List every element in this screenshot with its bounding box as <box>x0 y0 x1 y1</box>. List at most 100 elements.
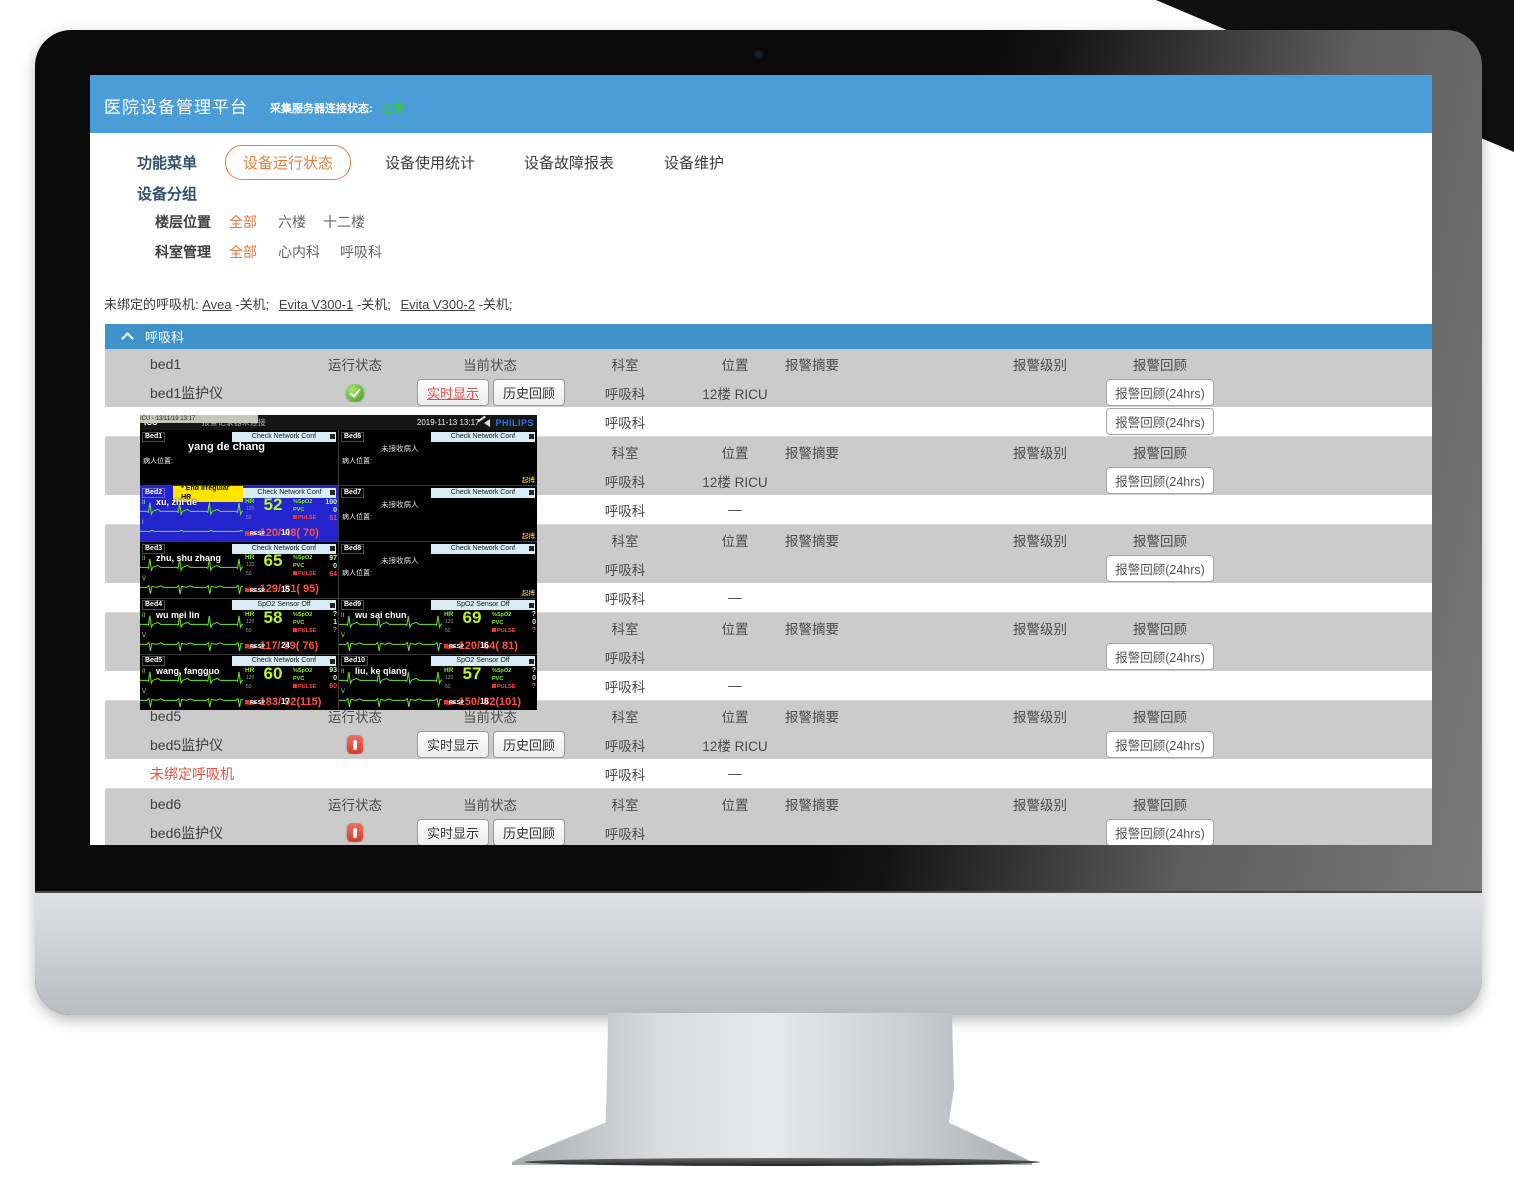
dropdown-icon <box>329 546 335 552</box>
filter-dept-respiratory[interactable]: 呼吸科 <box>340 244 382 260</box>
unbound-link-evita1[interactable]: Evita V300-1 <box>278 297 354 312</box>
pacing-label: 起搏 <box>522 533 535 541</box>
tile-header-button[interactable]: SpO2 Sensor Off <box>431 600 535 611</box>
location-cell: — <box>728 590 742 605</box>
alarm-review-button[interactable]: 报警回顾(24hrs) <box>1106 643 1214 670</box>
pacing-label: 起搏 <box>522 589 535 597</box>
table-row: bed5监护仪 实时显示 历史回顾 呼吸科 12楼 RICU 报警回顾(24hrs) <box>105 730 1432 759</box>
history-review-button[interactable]: 历史回顾 <box>493 379 565 406</box>
tile-header-button[interactable]: Check Network Conf <box>431 543 535 554</box>
bed-label: Bed5 <box>142 656 166 667</box>
hr-label: HR <box>245 610 255 618</box>
alarm-review-button[interactable]: 报警回顾(24hrs) <box>1106 555 1214 582</box>
mini-vitals: %SpO2 97 PVC 0 PULSE 64 <box>293 554 337 578</box>
vitals-panel: HR 120 50 57 %SpO2? PVC 0 PULSE? NBP 150/ 82(101)… <box>442 663 537 710</box>
stopped-status-icon <box>347 823 363 842</box>
tile-header-button[interactable]: Check Network Conf <box>232 543 336 554</box>
location-cell: — <box>728 766 742 781</box>
alarm-review-button[interactable]: 报警回顾(24hrs) <box>1106 379 1214 406</box>
device-name-cell: bed1监护仪 <box>150 384 224 401</box>
lead-label: V <box>142 688 147 695</box>
table-row: bed1监护仪 实时显示 历史回顾 呼吸科 12楼 RICU 报警回顾(24hrs) <box>105 378 1432 407</box>
device-name-cell: bed6监护仪 <box>150 824 224 841</box>
alarm-review-button[interactable]: 报警回顾(24hrs) <box>1106 408 1214 435</box>
pvc-label: PVC <box>492 675 504 682</box>
live-view-button[interactable]: 实时显示 <box>417 819 490 845</box>
ecg-waveform <box>140 584 243 595</box>
alarm-review-cell: 报警回顾(24hrs) <box>1095 643 1225 670</box>
alarm-icon <box>245 700 249 704</box>
pvc-row: PVC 0 <box>293 675 337 683</box>
unbound-link-evita2[interactable]: Evita V300-2 <box>400 297 475 312</box>
ecg-waveform <box>140 530 243 533</box>
nbp-label: NBP <box>444 644 456 651</box>
tile-header-button[interactable]: SpO2 Sensor Off <box>232 600 336 611</box>
monitor-tile-bed3: Bed3 Check Network Conf zhu, shu zhang II V H… <box>140 542 338 598</box>
resp-label: RESP <box>250 643 265 650</box>
column-label-review: 报警回顾 <box>1133 621 1187 637</box>
tile-header: Bed7 Check Network Conf <box>339 486 537 498</box>
tile-header-button[interactable]: Check Network Conf <box>431 431 535 442</box>
tab-device-maintenance[interactable]: 设备维护 <box>664 155 725 172</box>
resp-row: RESP 15 <box>245 579 290 597</box>
tile-header-button[interactable]: SpO2 Sensor Off <box>431 656 535 667</box>
filter-dept-all[interactable]: 全部 <box>229 244 257 260</box>
pvc-row: PVC 0 <box>293 506 337 514</box>
alarm-review-button[interactable]: 报警回顾(24hrs) <box>1106 819 1214 845</box>
nbp-row: NBP 120/ 48( 70) <box>245 523 338 541</box>
filter-floor-6[interactable]: 六楼 <box>278 214 306 230</box>
column-label-current: 当前状态 <box>463 709 517 725</box>
dropdown-icon <box>528 434 534 439</box>
resp-label: RESP <box>250 587 265 594</box>
filter-floor-12[interactable]: 十二楼 <box>323 214 365 230</box>
column-label-dept: 科室 <box>611 357 639 373</box>
section-header-respiratory[interactable]: 呼吸科 <box>105 324 1432 349</box>
alarm-review-button[interactable]: 报警回顾(24hrs) <box>1106 731 1214 758</box>
column-label-run: 运行状态 <box>328 357 382 373</box>
patient-name: yang de chang <box>188 441 266 453</box>
column-label-loc: 位置 <box>721 445 749 461</box>
column-label-run: 运行状态 <box>328 797 382 813</box>
tab-device-usage-stats[interactable]: 设备使用统计 <box>385 155 476 172</box>
column-label-level: 报警级别 <box>1013 533 1067 549</box>
tile-header-button[interactable]: Check Network Conf <box>431 487 535 498</box>
nbp-value: 183/ 92(115) <box>259 695 322 708</box>
spo2-row: %SpO2? <box>492 667 536 675</box>
alarm-review-button[interactable]: 报警回顾(24hrs) <box>1106 467 1214 494</box>
resp-value: 10 <box>280 528 290 538</box>
stopped-status-icon <box>347 735 363 754</box>
tab-device-fault-report[interactable]: 设备故障报表 <box>524 155 615 172</box>
resp-label: RESP <box>250 531 265 538</box>
resp-row: RESP 17 <box>245 691 290 709</box>
monitor-tile-bed4: Bed4 SpO2 Sensor Off wu mei lin II V HR 120 50 5… <box>140 598 338 654</box>
tile-header-button[interactable]: Check Network Conf <box>232 656 336 667</box>
tile-header-button[interactable]: Check Network Conf <box>243 487 336 498</box>
nbp-row: NBP 150/ 82(101) <box>444 692 537 710</box>
hr-label: HR <box>444 666 454 674</box>
column-label-summary: 报警摘要 <box>785 797 839 813</box>
device-actions-cell: 实时显示 历史回顾 <box>415 731 565 758</box>
hr-alarm-low: 50 <box>246 571 252 578</box>
pulse-label: PULSE <box>293 627 316 634</box>
history-review-button[interactable]: 历史回顾 <box>493 731 565 758</box>
filter-floor-all[interactable]: 全部 <box>229 214 257 230</box>
ecg-waveform <box>140 615 243 629</box>
pvc-row: PVC 0 <box>492 675 536 683</box>
waveform-area: wang, fangguo II V <box>140 666 243 710</box>
live-view-button[interactable]: 实时显示 <box>417 731 490 758</box>
department-cell: 呼吸科 <box>604 679 646 695</box>
patient-name: wu mei lin <box>156 609 200 620</box>
filter-dept-cardiology[interactable]: 心内科 <box>278 244 320 260</box>
tile-header: Bed9 SpO2 Sensor Off <box>339 599 537 611</box>
alarm-icon <box>293 515 297 520</box>
hr-value: 57 <box>462 663 482 683</box>
pulse-label: PULSE <box>492 683 515 690</box>
tile-header-button[interactable]: Check Network Conf <box>232 431 336 442</box>
live-view-button[interactable]: 实时显示 <box>417 379 490 406</box>
bed-label: Bed8 <box>341 543 365 554</box>
patient-name: xu, zhi de <box>156 497 198 508</box>
history-review-button[interactable]: 历史回顾 <box>493 819 565 845</box>
unbound-link-avea[interactable]: Avea <box>202 297 232 312</box>
tab-device-running-status[interactable]: 设备运行状态 <box>225 145 352 180</box>
pulse-value: 60 <box>329 683 337 691</box>
